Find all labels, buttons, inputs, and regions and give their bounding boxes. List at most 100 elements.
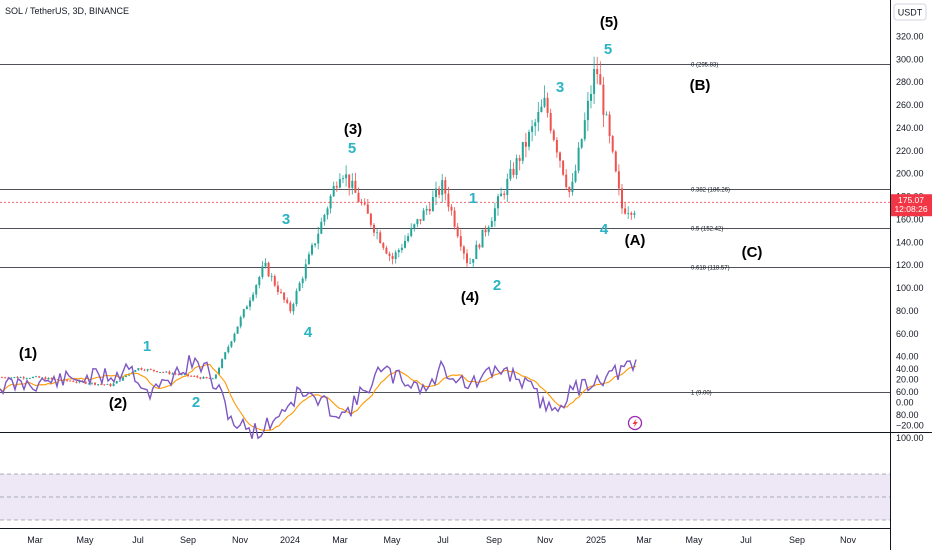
candle-body: [165, 371, 168, 373]
candle-body: [32, 376, 34, 379]
time-axis-label: Sep: [180, 535, 196, 545]
candle-body: [348, 174, 351, 188]
candle-body: [199, 377, 202, 379]
candle-body: [574, 170, 577, 182]
candle-body: [125, 375, 127, 377]
candle-body: [391, 255, 394, 260]
candle-body: [444, 180, 447, 194]
candlestick-series[interactable]: [1, 56, 636, 387]
candle-body: [236, 326, 239, 334]
candle-body: [121, 376, 124, 381]
currency-button[interactable]: [893, 3, 927, 21]
candle-body: [543, 97, 546, 107]
candle-body: [509, 168, 512, 179]
candle-body: [410, 228, 413, 237]
main-pane[interactable]: [0, 0, 890, 432]
minor-wave-label: 4: [304, 324, 313, 341]
candle-body: [394, 252, 397, 260]
candle-body: [193, 376, 196, 377]
candle-body: [323, 215, 326, 222]
candle-body: [283, 292, 286, 300]
rsi-axis-label: 60.00: [896, 387, 919, 397]
time-axis-label: Sep: [789, 535, 805, 545]
time-axis-label: Jul: [437, 535, 449, 545]
candle-body: [304, 264, 307, 279]
candle-body: [276, 285, 279, 292]
candle-body: [227, 346, 230, 353]
time-axis-label: 2025: [586, 535, 606, 545]
candle-body: [382, 243, 385, 248]
candle-body: [373, 224, 375, 233]
major-wave-label: (C): [742, 244, 763, 261]
candle-body: [44, 377, 47, 380]
currency-button-label[interactable]: USDT: [898, 8, 923, 18]
candle-body: [624, 208, 627, 214]
minor-wave-label: 2: [493, 277, 501, 294]
candle-body: [38, 376, 41, 378]
candle-body: [35, 376, 38, 378]
candle-body: [438, 188, 441, 195]
price-badge-value: 175.07: [898, 195, 924, 205]
candle-body: [422, 210, 425, 221]
candle-body: [459, 236, 462, 247]
candle-body: [140, 368, 143, 370]
candle-body: [50, 377, 53, 379]
minor-wave-label: 5: [604, 41, 612, 58]
candle-body: [552, 130, 555, 140]
candle-body: [416, 219, 419, 225]
fib-level-label: 0.5 (152.42): [691, 227, 723, 233]
price-badge-countdown: 12:08:26: [894, 204, 927, 214]
candle-body: [549, 112, 552, 131]
candle-body: [466, 253, 468, 264]
candle-body: [376, 232, 379, 234]
candle-body: [295, 290, 298, 305]
rsi-axis[interactable]: 100.00 80.00 60.00 40.00: [896, 364, 924, 443]
fib-level-label: 0.382 (186.26): [691, 188, 730, 194]
candle-body: [159, 372, 162, 373]
candle-body: [103, 384, 106, 386]
time-axis-label: May: [76, 535, 94, 545]
candle-body: [146, 369, 149, 371]
candle-body: [512, 168, 515, 175]
candle-body: [47, 377, 50, 380]
candle-body: [196, 376, 199, 378]
candle-body: [149, 369, 152, 371]
candle-body: [214, 374, 217, 379]
candle-body: [602, 84, 605, 115]
candle-body: [258, 276, 261, 286]
candle-body: [137, 368, 140, 371]
time-axis-label: Sep: [486, 535, 502, 545]
candle-body: [177, 374, 180, 375]
price-axis-label: 300.00: [896, 54, 924, 64]
candle-body: [342, 178, 344, 180]
candle-body: [13, 376, 16, 378]
candle-body: [506, 178, 509, 195]
candle-body: [134, 370, 137, 373]
price-axis-label: 100.00: [896, 283, 924, 293]
candle-body: [385, 247, 388, 254]
candle-body: [568, 187, 571, 193]
price-axis-label: 0.00: [896, 398, 914, 408]
candle-body: [481, 229, 484, 248]
candle-body: [534, 122, 537, 127]
candle-body: [590, 93, 592, 101]
candle-body: [608, 114, 611, 137]
candle-body: [515, 158, 518, 175]
candle-body: [78, 380, 81, 383]
time-axis-label: 2024: [280, 535, 300, 545]
minor-wave-label: 3: [282, 211, 290, 228]
candle-body: [627, 213, 630, 214]
candle-body: [599, 74, 602, 85]
candle-body: [484, 229, 487, 233]
candle-body: [90, 382, 93, 384]
candle-body: [286, 299, 289, 303]
lightning-icon[interactable]: [627, 415, 643, 431]
minor-wave-label: 2: [192, 394, 200, 411]
candle-body: [404, 240, 406, 248]
candle-body: [531, 126, 534, 132]
time-axis[interactable]: Mar May Jul Sep Nov 2024 Mar May Jul Sep Nov 2025 Ma…: [27, 535, 856, 545]
time-axis-label: May: [383, 535, 401, 545]
candle-body: [518, 158, 521, 161]
chart-title: SOL / TetherUS, 3D, BINANCE: [5, 6, 129, 16]
